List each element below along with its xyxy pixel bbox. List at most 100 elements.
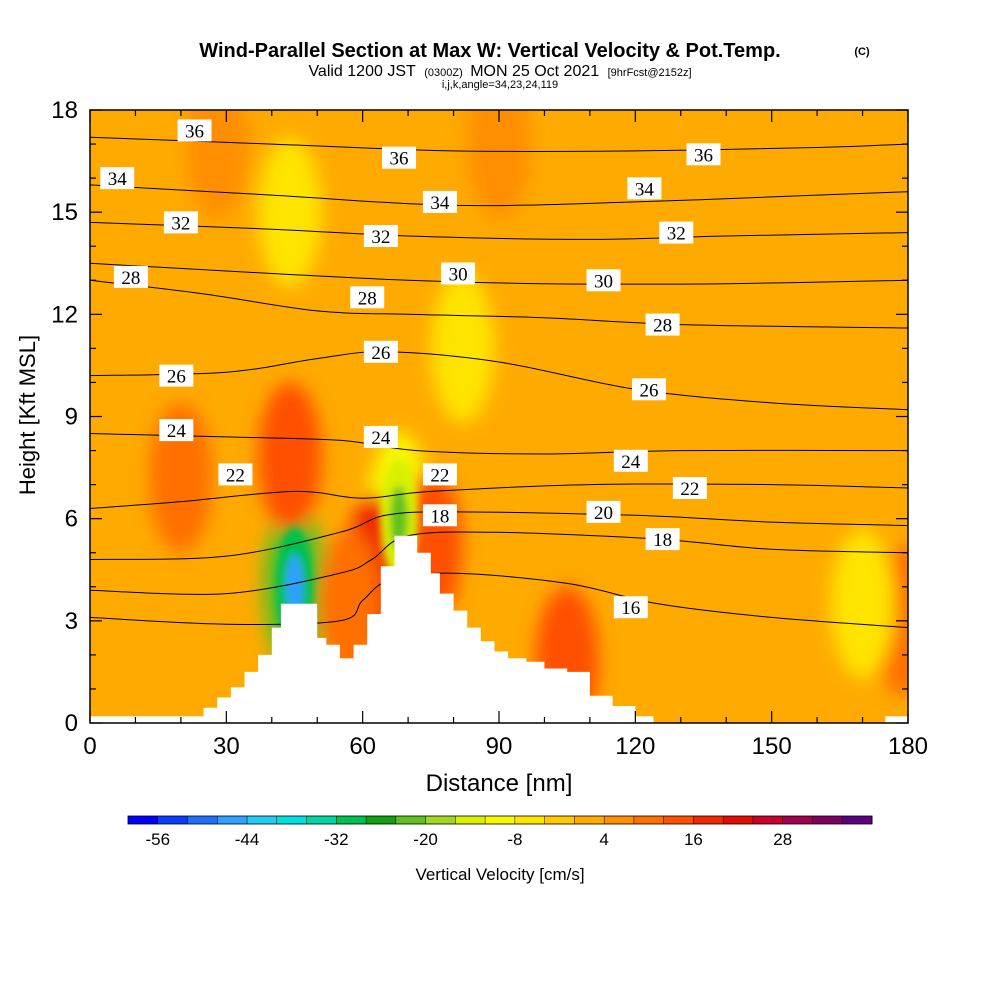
contour-label-text: 22 (226, 465, 245, 486)
contour-label-text: 30 (449, 264, 468, 285)
contour-label: 30 (586, 269, 621, 292)
colorbar-swatch (812, 816, 843, 824)
theta-contour-34 (90, 184, 908, 207)
colorbar-swatch (514, 816, 546, 824)
contour-label-box (586, 500, 621, 523)
contour-label: 32 (163, 211, 198, 234)
colorbar-frame (127, 815, 873, 825)
contour-label-text: 34 (430, 193, 450, 214)
colorbar-swatch (247, 816, 278, 824)
contour-label-text: 26 (167, 367, 186, 388)
contour-label-text: 26 (371, 343, 390, 364)
colorbar-tick-label: -32 (324, 830, 349, 849)
contour-label: 32 (659, 221, 694, 245)
theta-contour-36 (90, 136, 908, 153)
contour-label: 34 (422, 190, 457, 214)
contour-label: 16 (613, 596, 648, 619)
x-tick-label: 90 (486, 733, 513, 760)
contour-label-text: 24 (621, 452, 641, 473)
theta-contour-32 (90, 221, 908, 240)
contour-label-text: 16 (621, 598, 640, 619)
y-tick-label: 0 (65, 710, 78, 737)
colorbar-swatch (187, 816, 218, 824)
colorbar-swatch (128, 816, 159, 824)
contour-label-text: 28 (121, 268, 140, 289)
theta-contour-28 (90, 279, 908, 329)
contour-label: 24 (363, 425, 398, 449)
subtitle-utc: (0300Z) (424, 67, 463, 79)
colorbar-swatch (395, 816, 427, 824)
contour-label: 36 (382, 146, 417, 170)
theta-contour-22 (90, 483, 908, 509)
contour-label: 24 (159, 419, 194, 442)
contour-label-box (627, 177, 662, 200)
velocity-blob (317, 528, 381, 679)
contour-label-text: 36 (390, 149, 409, 170)
contour-label: 22 (218, 463, 253, 486)
x-tick-label: 30 (213, 733, 240, 760)
chart-subtitle: Valid 1200 JST (0300Z) MON 25 Oct 2021 [… (308, 63, 691, 80)
theta-contour-30 (90, 262, 908, 285)
contour-label-text: 18 (653, 530, 672, 551)
contour-label: 32 (363, 225, 398, 248)
contour-label-box (363, 225, 398, 248)
contour-label-text: 22 (680, 479, 699, 500)
contour-label-box (350, 286, 385, 309)
contour-label-box (159, 364, 194, 387)
contour-label-box (613, 596, 648, 619)
contour-label-box (422, 504, 457, 527)
contour-label-box (686, 143, 721, 166)
plot-area: 36 36 36 34 34 34 32 32 32 30 30 28 28 28 26 26 26 24 24 24… (90, 110, 908, 723)
colorbar-swatch (604, 816, 635, 824)
contour-label: 22 (672, 477, 707, 500)
chart-subtitle-2: i,j,k,angle=34,23,24,119 (442, 79, 558, 91)
x-tick-label: 180 (888, 733, 928, 760)
colorbar-swatch (723, 816, 754, 824)
colorbar-tick-label: 16 (684, 830, 703, 849)
x-tick-label: 120 (615, 733, 655, 760)
contour-label-box (441, 262, 476, 285)
colorbar-swatch (693, 816, 724, 824)
contour-label: 28 (645, 313, 680, 337)
contour-label-box (113, 265, 148, 288)
contour-label-box (422, 463, 457, 486)
velocity-blob (185, 110, 250, 219)
colorbar-swatch (276, 816, 308, 824)
colorbar-tick-label: 4 (599, 830, 608, 849)
theta-contour-24 (90, 433, 908, 455)
colorbar-swatch (663, 816, 694, 824)
contour-label-text: 34 (108, 169, 128, 190)
contour-label-box (659, 221, 694, 244)
contour-label-text: 28 (358, 288, 377, 309)
theta-contour-18 (90, 531, 908, 595)
colorbar-swatch (306, 816, 337, 824)
subtitle-date: MON 25 Oct 2021 (470, 63, 599, 80)
contour-label-box (672, 477, 707, 500)
contour-label-text: 32 (171, 213, 190, 234)
copyright-mark: (C) (854, 46, 870, 58)
terrain (90, 535, 908, 723)
colorbar-swatch (425, 816, 456, 824)
velocity-blob (430, 273, 495, 424)
contour-label-text: 20 (594, 503, 613, 524)
colorbar-swatch (455, 816, 486, 824)
contour-label: 26 (363, 340, 398, 364)
colorbar-label: Vertical Velocity [cm/s] (415, 865, 584, 884)
y-tick-label: 6 (65, 506, 78, 533)
y-axis-label: Height [Kft MSL] (15, 335, 40, 495)
contour-label-text: 36 (185, 121, 204, 142)
contour-label-box (645, 528, 680, 551)
y-tick-label: 12 (51, 301, 78, 328)
colorbar-swatch (842, 816, 873, 824)
contour-label: 36 (177, 119, 212, 142)
contour-label: 26 (631, 378, 666, 401)
colorbar-swatch (752, 816, 784, 824)
contour-label-text: 18 (430, 506, 449, 527)
colorbar-swatch (633, 816, 665, 824)
contour-label-text: 26 (639, 380, 658, 401)
contour-label-text: 24 (167, 421, 187, 442)
contour-label-text: 34 (635, 179, 655, 200)
x-tick-label: 0 (83, 733, 96, 760)
contour-label-box (422, 190, 457, 213)
